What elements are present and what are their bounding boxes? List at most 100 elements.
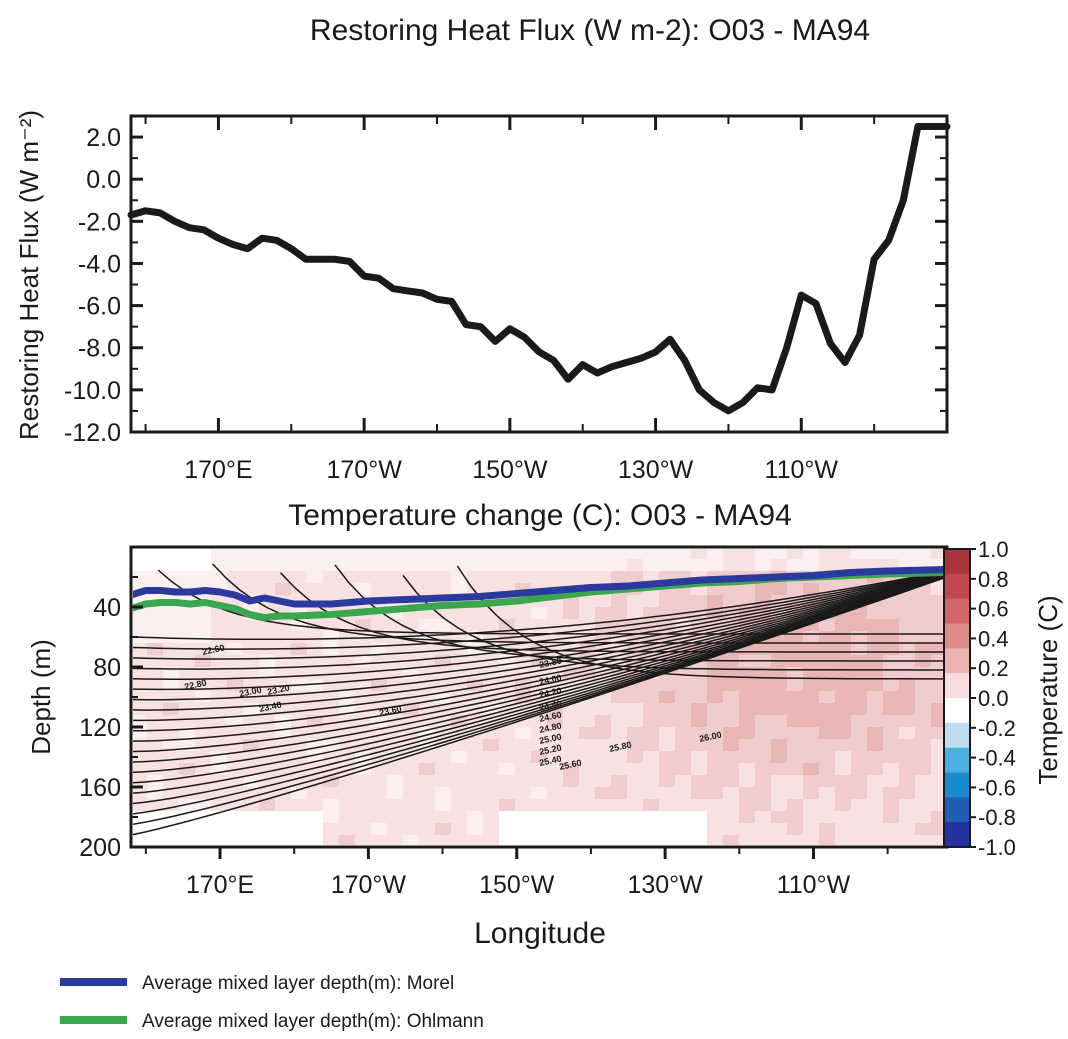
heat-cell <box>451 823 468 836</box>
heat-cell <box>419 811 436 824</box>
depth-tick-label: 200 <box>79 834 121 862</box>
heat-cell <box>707 679 724 692</box>
heat-cell <box>627 703 644 716</box>
heat-cell <box>595 703 612 716</box>
heat-cell <box>659 799 676 812</box>
heat-cell <box>931 763 945 776</box>
heat-cell <box>595 775 612 788</box>
heat-cell <box>899 799 916 812</box>
heat-cell <box>531 799 548 812</box>
heat-cell <box>707 549 724 560</box>
heat-cell <box>291 799 308 812</box>
heat-cell <box>275 655 292 668</box>
heat-cell <box>835 775 852 788</box>
heat-cell <box>867 799 884 812</box>
heat-cell <box>163 643 180 656</box>
isotherm-label: 23.60 <box>378 703 402 717</box>
heat-cell <box>227 559 244 572</box>
heat-flux-x-tick-label: 130°W <box>618 456 694 484</box>
heat-cell <box>931 703 945 716</box>
heat-cell <box>819 775 836 788</box>
heat-cell <box>931 679 945 692</box>
heat-cell <box>755 787 772 800</box>
heat-cell <box>723 691 740 704</box>
heat-flux-y-tick-label: -2.0 <box>78 208 121 236</box>
heat-cell <box>243 751 260 764</box>
heat-cell <box>611 559 628 572</box>
heat-cell <box>515 787 532 800</box>
heat-cell <box>707 835 724 845</box>
heat-cell <box>467 607 484 620</box>
heat-cell <box>451 607 468 620</box>
heat-cell <box>643 727 660 740</box>
heat-cell <box>387 619 404 632</box>
heat-cell <box>499 811 516 824</box>
heat-cell <box>787 823 804 836</box>
heat-cell <box>883 549 900 560</box>
heat-cell <box>755 727 772 740</box>
heat-cell <box>771 583 788 596</box>
heat-cell <box>627 835 644 845</box>
heat-cell <box>803 703 820 716</box>
heat-cell <box>339 775 356 788</box>
heat-cell <box>563 607 580 620</box>
heat-cell <box>133 763 148 776</box>
colorbar-swatch <box>944 822 970 848</box>
heat-cell <box>691 727 708 740</box>
heat-cell <box>133 619 148 632</box>
heat-cell <box>787 751 804 764</box>
heat-cell <box>707 787 724 800</box>
heat-cell <box>819 799 836 812</box>
heat-cell <box>403 799 420 812</box>
isotherm-line <box>133 575 945 784</box>
heat-cell <box>835 549 852 560</box>
heat-cell <box>659 739 676 752</box>
heat-cell <box>419 751 436 764</box>
heat-cell <box>133 799 148 812</box>
heat-cell <box>499 739 516 752</box>
heat-cell <box>179 619 196 632</box>
heat-cell <box>227 739 244 752</box>
heat-cell <box>899 727 916 740</box>
heat-cell <box>371 583 388 596</box>
heat-cell <box>691 763 708 776</box>
heat-cell <box>643 775 660 788</box>
heat-cell <box>915 679 932 692</box>
heat-cell <box>483 559 500 572</box>
isotherm-label: 25.20 <box>538 742 562 756</box>
heat-cell <box>435 571 452 584</box>
heat-cell <box>195 655 212 668</box>
heat-cell <box>739 583 756 596</box>
isotherm-line <box>133 574 945 742</box>
heat-cell <box>899 631 916 644</box>
heat-cell <box>771 559 788 572</box>
heat-cell <box>803 727 820 740</box>
heat-cell <box>307 549 324 560</box>
colorbar-tick-label: 0.2 <box>978 656 1009 681</box>
heat-cell <box>531 787 548 800</box>
heat-cell <box>323 691 340 704</box>
heat-cell <box>403 811 420 824</box>
heat-cell <box>579 727 596 740</box>
heat-cell <box>323 549 340 560</box>
heat-cell <box>515 835 532 845</box>
heat-cell <box>339 571 356 584</box>
heat-cell <box>355 727 372 740</box>
heat-cell <box>915 739 932 752</box>
heat-cell <box>435 763 452 776</box>
heat-cell <box>867 667 884 680</box>
heat-cell <box>275 823 292 836</box>
heat-cell <box>133 571 148 584</box>
heat-cell <box>515 799 532 812</box>
heat-cell <box>147 763 164 776</box>
heat-cell <box>531 775 548 788</box>
heat-cell <box>771 643 788 656</box>
heat-cell <box>835 835 852 845</box>
heat-cell <box>899 619 916 632</box>
heat-cell <box>787 739 804 752</box>
heat-cell <box>707 739 724 752</box>
heat-cell <box>931 823 945 836</box>
heat-cell <box>627 823 644 836</box>
heat-cell <box>163 631 180 644</box>
